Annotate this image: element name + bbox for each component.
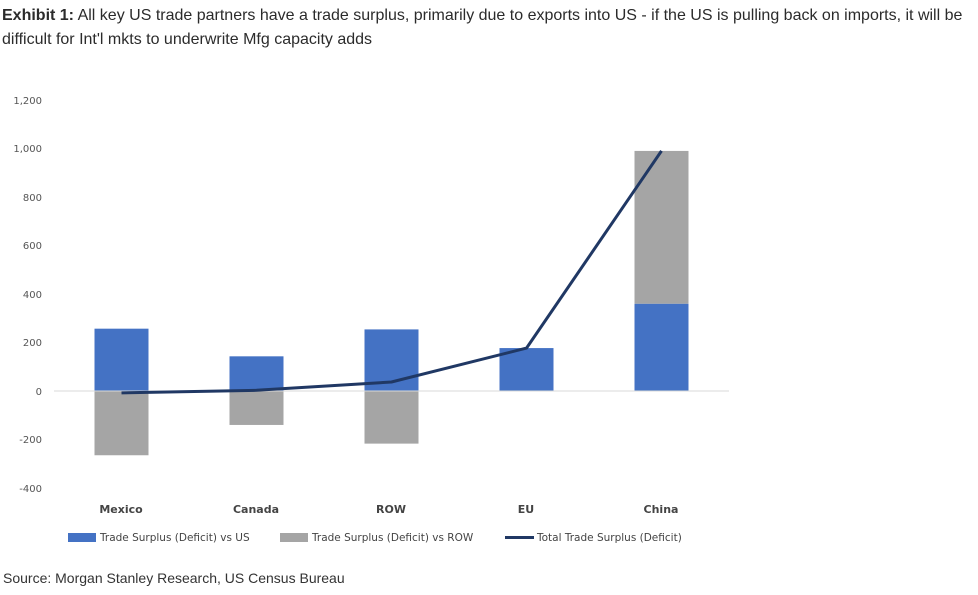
- total-surplus-line: [121, 150, 663, 395]
- bar-vs-us: [229, 356, 284, 391]
- chart-legend: Trade Surplus (Deficit) vs US Trade Surp…: [68, 532, 682, 544]
- bar-vs-row: [229, 391, 284, 425]
- category-label: Mexico: [99, 503, 143, 516]
- exhibit-title: Exhibit 1: All key US trade partners hav…: [2, 4, 976, 52]
- legend-swatch-row: [280, 533, 308, 542]
- exhibit-text: All key US trade partners have a trade s…: [2, 7, 963, 48]
- bar-vs-row: [94, 391, 149, 456]
- y-tick-label: 800: [23, 193, 42, 204]
- legend-label-us: Trade Surplus (Deficit) vs US: [99, 532, 250, 544]
- y-tick-label: 0: [36, 387, 42, 398]
- category-label: EU: [518, 503, 534, 516]
- source-note: Source: Morgan Stanley Research, US Cens…: [3, 570, 345, 586]
- exhibit-label: Exhibit 1:: [2, 7, 75, 24]
- y-tick-label: -200: [19, 435, 42, 446]
- bar-vs-us: [94, 328, 149, 391]
- legend-label-row: Trade Surplus (Deficit) vs ROW: [311, 532, 474, 544]
- y-tick-label: 400: [23, 290, 42, 301]
- y-tick-label: 1,200: [13, 96, 42, 107]
- category-label: China: [644, 503, 679, 516]
- category-label: Canada: [233, 503, 279, 516]
- bar-vs-us: [499, 348, 554, 391]
- total-line-layer: [121, 150, 663, 395]
- y-tick-label: 200: [23, 338, 42, 349]
- bars-layer: [94, 150, 689, 456]
- bar-vs-row: [634, 150, 689, 304]
- trade-surplus-chart: 1,200 1,000 800 600 400 200 0 -200 -400 …: [13, 96, 729, 544]
- y-axis-ticks: 1,200 1,000 800 600 400 200 0 -200 -400: [13, 96, 42, 495]
- category-label: ROW: [376, 503, 406, 516]
- legend-label-total: Total Trade Surplus (Deficit): [536, 532, 682, 544]
- legend-swatch-us: [68, 533, 96, 542]
- y-tick-label: -400: [19, 484, 42, 495]
- bar-vs-row: [364, 391, 419, 444]
- y-tick-label: 600: [23, 241, 42, 252]
- bar-vs-us: [634, 303, 689, 391]
- y-tick-label: 1,000: [13, 144, 42, 155]
- category-labels: Mexico Canada ROW EU China: [99, 503, 678, 516]
